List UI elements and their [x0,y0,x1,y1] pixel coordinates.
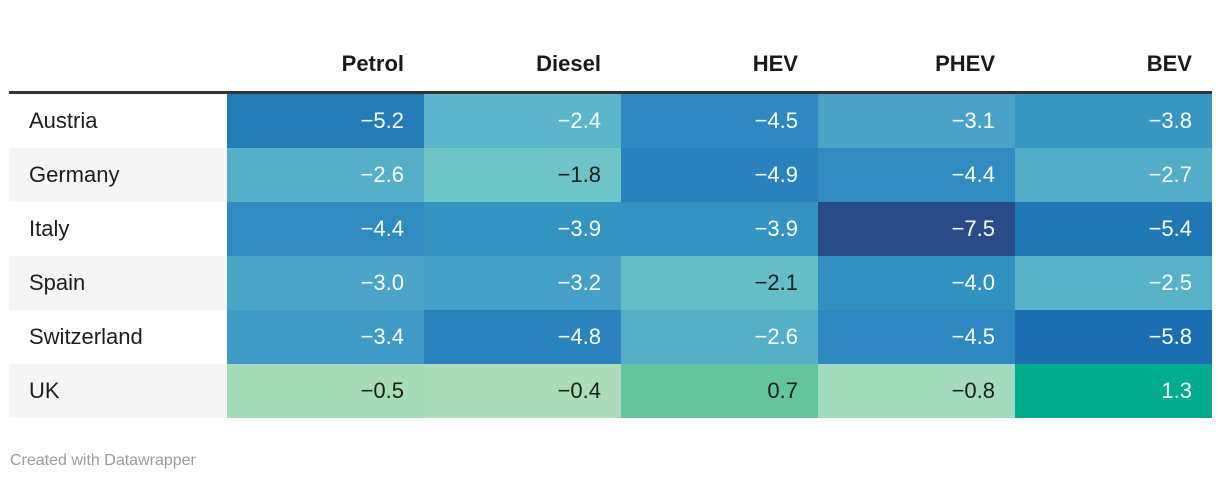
row-label: Spain [9,256,227,310]
table-row: Switzerland −3.4 −4.8 −2.6 −4.5 −5.8 [9,310,1212,364]
table-row: Spain −3.0 −3.2 −2.1 −4.0 −2.5 [9,256,1212,310]
heatmap-cell: −2.4 [424,94,621,148]
heatmap-cell: −2.1 [621,256,818,310]
heatmap-cell: −5.4 [1015,202,1212,256]
heatmap-cell: −2.5 [1015,256,1212,310]
heatmap-cell: −4.0 [818,256,1015,310]
heatmap-cell: −4.4 [227,202,424,256]
heatmap-cell: −3.8 [1015,94,1212,148]
column-header-diesel: Diesel [536,50,601,76]
row-label: Switzerland [9,310,227,364]
table-row: Austria −5.2 −2.4 −4.5 −3.1 −3.8 [9,94,1212,148]
heatmap-cell: −5.2 [227,94,424,148]
heatmap-table: Petrol Diesel HEV PHEV BEV Austria −5.2 −2… [9,0,1212,418]
column-header-petrol: Petrol [341,50,404,76]
column-header-phev: PHEV [935,50,995,76]
heatmap-cell: −2.6 [227,148,424,202]
heatmap-cell: 1.3 [1015,364,1212,418]
heatmap-cell: −0.5 [227,364,424,418]
heatmap-cell: −0.8 [818,364,1015,418]
row-label: Germany [9,148,227,202]
row-label: UK [9,364,227,418]
heatmap-cell: −3.0 [227,256,424,310]
heatmap-body: Austria −5.2 −2.4 −4.5 −3.1 −3.8 Germany −2.6 −1… [9,94,1212,418]
heatmap-cell: −3.4 [227,310,424,364]
heatmap-cell: −2.7 [1015,148,1212,202]
heatmap-cell: −4.4 [818,148,1015,202]
heatmap-cell: −4.5 [818,310,1015,364]
datawrapper-credit-link[interactable]: Created with Datawrapper [10,452,196,469]
heatmap-header-row: Petrol Diesel HEV PHEV BEV [9,36,1212,94]
row-label: Austria [9,94,227,148]
heatmap-cell: −3.9 [424,202,621,256]
heatmap-cell: −4.5 [621,94,818,148]
table-row: UK −0.5 −0.4 0.7 −0.8 1.3 [9,364,1212,418]
heatmap-cell: −5.8 [1015,310,1212,364]
table-row: Italy −4.4 −3.9 −3.9 −7.5 −5.4 [9,202,1212,256]
column-header-bev: BEV [1146,50,1192,76]
table-row: Germany −2.6 −1.8 −4.9 −4.4 −2.7 [9,148,1212,202]
heatmap-cell: −1.8 [424,148,621,202]
heatmap-cell: 0.7 [621,364,818,418]
heatmap-cell: −0.4 [424,364,621,418]
heatmap-cell: −7.5 [818,202,1015,256]
heatmap-cell: −3.1 [818,94,1015,148]
column-header-hev: HEV [752,50,798,76]
heatmap-cell: −3.2 [424,256,621,310]
heatmap-cell: −3.9 [621,202,818,256]
heatmap-cell: −4.9 [621,148,818,202]
credit-line: Created with Datawrapper [10,452,1220,470]
row-label: Italy [9,202,227,256]
heatmap-cell: −4.8 [424,310,621,364]
heatmap-cell: −2.6 [621,310,818,364]
